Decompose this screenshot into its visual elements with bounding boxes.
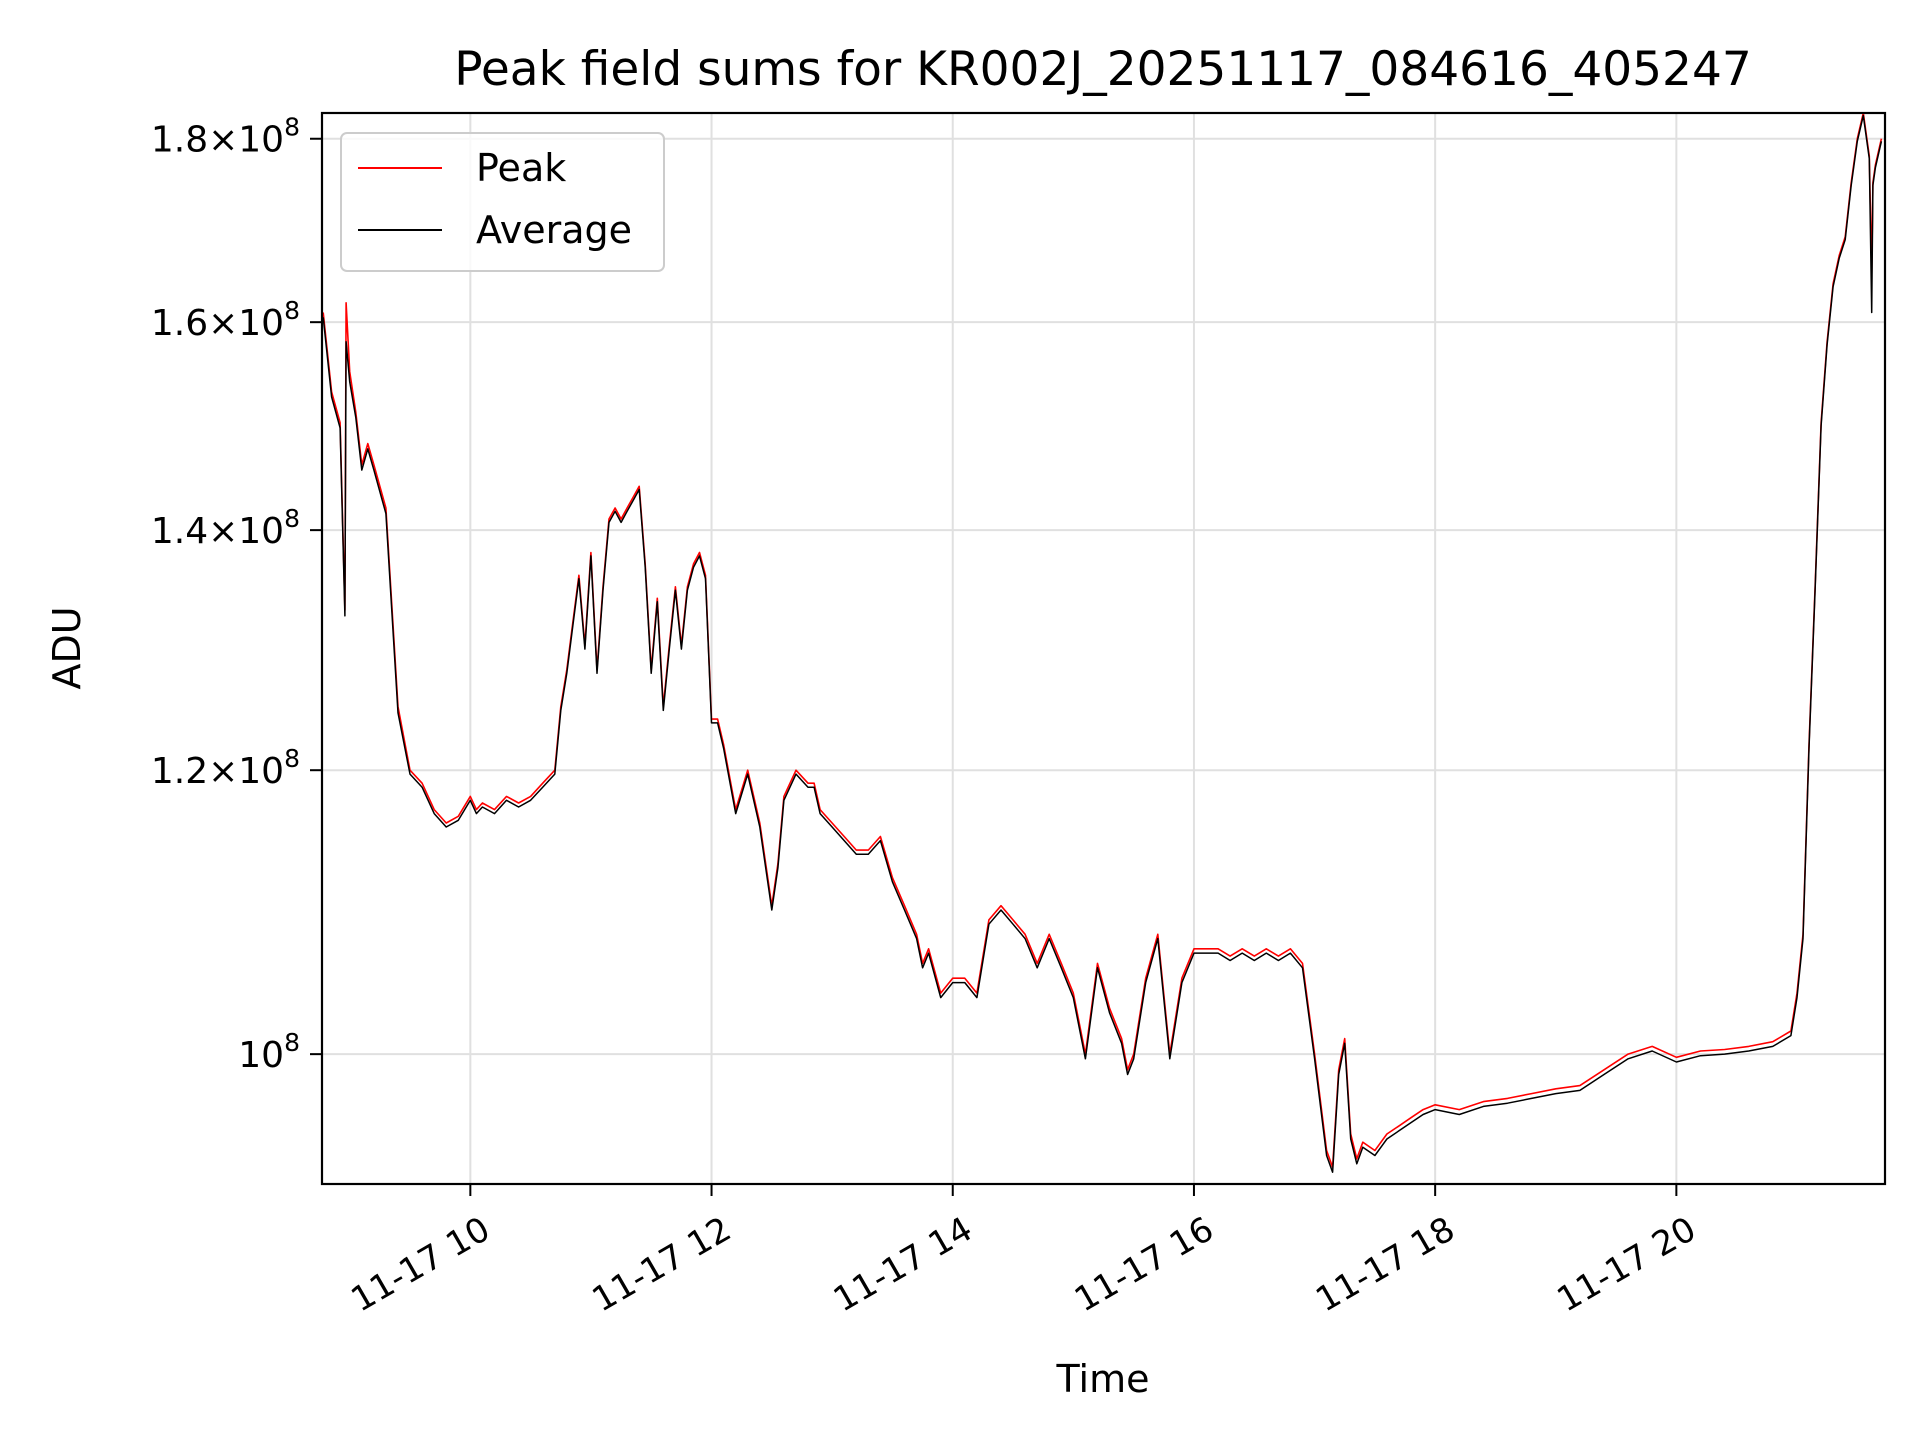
chart-title: Peak field sums for KR002J_20251117_0846… (454, 42, 1752, 97)
legend-label-peak: Peak (476, 146, 566, 190)
legend: Peak Average (340, 132, 665, 272)
y-tick-label: 1.4×108 (151, 504, 300, 552)
y-tick-label: 108 (238, 1028, 300, 1076)
y-tick-label: 1.8×108 (151, 113, 300, 161)
y-tick-label: 1.6×108 (151, 296, 300, 344)
grid-lines (322, 113, 1885, 1184)
y-tick-label: 1.2×108 (151, 744, 300, 792)
y-axis-label: ADU (45, 606, 89, 689)
plot-frame (320, 111, 1887, 1186)
series-layer (322, 112, 1883, 1173)
series-line-average (322, 114, 1883, 1173)
legend-label-average: Average (476, 208, 632, 252)
x-axis-label: Time (1056, 1357, 1150, 1401)
